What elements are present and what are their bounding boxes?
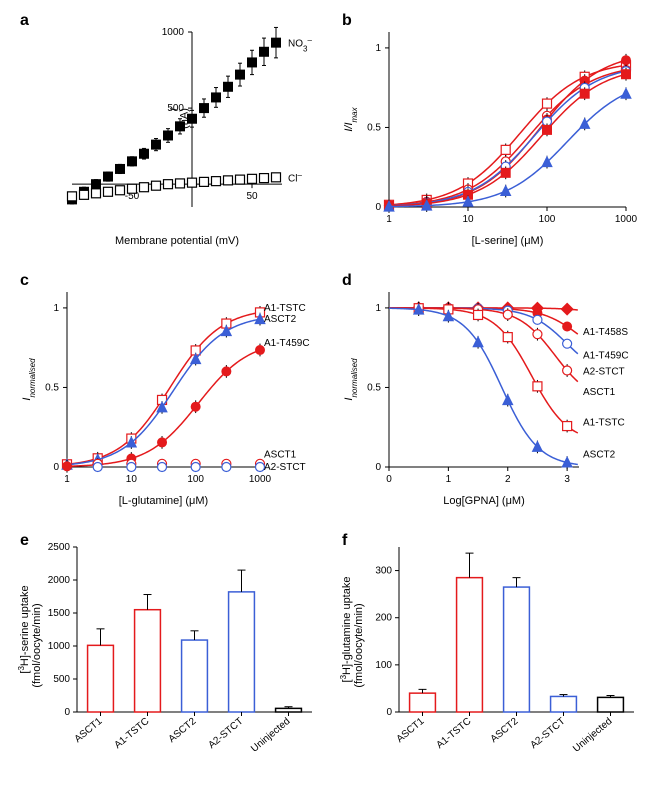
svg-text:[3H]-glutamine uptake(fmol/ooc: [3H]-glutamine uptake(fmol/oocyte/min) [339, 577, 366, 688]
svg-text:A1-T458S: A1-T458S [583, 327, 628, 338]
svg-text:0.5: 0.5 [45, 382, 59, 393]
panel-d: d 0 1 2 3 0 0.5 1 Inormalised Log[GPNA] (μM) A1-T… [334, 272, 646, 522]
chart-b: 1 10 100 1000 0 0.5 1 I/Imax [L-serine] (μM) [334, 12, 644, 252]
panel-a-label: a [20, 12, 29, 30]
panel-f: f 0 100 200 300 [3H]-glutamine uptake(fmol/o… [334, 532, 646, 782]
svg-text:0.5: 0.5 [367, 382, 381, 393]
svg-text:2000: 2000 [48, 575, 71, 586]
svg-text:A1-TSTC: A1-TSTC [583, 417, 625, 428]
svg-text:ASCT2: ASCT2 [264, 314, 297, 325]
svg-text:A1-TSTC: A1-TSTC [112, 716, 151, 751]
panel-e: e 0 500 1000 1500 2000 2500 [3H]-serine uptake… [12, 532, 324, 782]
svg-text:1000: 1000 [162, 27, 185, 38]
svg-text:1: 1 [375, 303, 381, 314]
svg-text:Inormalised: Inormalised [21, 358, 37, 401]
chart-a: -50505001000I(nA)Membrane potential (mV)… [12, 12, 322, 252]
chart-e: 0 500 1000 1500 2000 2500 [3H]-serine uptake(f… [12, 532, 322, 782]
svg-text:A2-STCT: A2-STCT [206, 716, 245, 751]
svg-text:NO3–: NO3– [288, 35, 312, 53]
svg-text:2: 2 [505, 474, 511, 485]
svg-text:2500: 2500 [48, 542, 71, 553]
svg-text:A1-T459C: A1-T459C [264, 338, 310, 349]
svg-text:50: 50 [246, 191, 258, 202]
svg-text:1: 1 [375, 43, 381, 54]
svg-text:0: 0 [375, 462, 381, 473]
svg-text:ASCT1: ASCT1 [73, 716, 105, 745]
panel-c: c 1 10 100 1000 0 0.5 1 Inormalised [L-glutamine… [12, 272, 324, 522]
svg-text:ASCT1: ASCT1 [264, 449, 297, 460]
svg-text:ASCT2: ASCT2 [489, 716, 521, 745]
svg-text:200: 200 [375, 613, 392, 624]
svg-text:A1-TSTC: A1-TSTC [264, 303, 306, 314]
chart-c: 1 10 100 1000 0 0.5 1 Inormalised [L-glutamine] … [12, 272, 322, 512]
svg-text:Cl–: Cl– [288, 170, 302, 185]
svg-text:0.5: 0.5 [367, 122, 381, 133]
svg-text:[3H]-serine uptake(fmol/oocyte: [3H]-serine uptake(fmol/oocyte/min) [17, 585, 44, 687]
panel-e-label: e [20, 532, 29, 550]
svg-text:ASCT2: ASCT2 [167, 716, 199, 745]
panel-c-label: c [20, 272, 29, 290]
svg-text:100: 100 [187, 474, 204, 485]
svg-text:100: 100 [539, 214, 556, 225]
svg-text:A2-STCT: A2-STCT [528, 716, 567, 751]
svg-text:Uninjected: Uninjected [249, 716, 292, 755]
svg-text:[L-serine] (μM): [L-serine] (μM) [472, 235, 544, 247]
panel-a: a -50505001000I(nA)Membrane potential (m… [12, 12, 324, 262]
svg-text:Uninjected: Uninjected [571, 716, 614, 755]
svg-text:A1-T459C: A1-T459C [583, 351, 629, 362]
chart-f: 0 100 200 300 [3H]-glutamine uptake(fmol/ooc… [334, 532, 644, 782]
svg-text:1: 1 [386, 214, 392, 225]
svg-text:1500: 1500 [48, 608, 71, 619]
svg-text:ASCT2: ASCT2 [583, 449, 616, 460]
svg-text:[L-glutamine] (μM): [L-glutamine] (μM) [119, 495, 208, 507]
svg-text:I/Imax: I/Imax [343, 106, 359, 131]
svg-text:0: 0 [53, 462, 59, 473]
svg-text:A1-TSTC: A1-TSTC [434, 716, 473, 751]
svg-text:ASCT1: ASCT1 [583, 387, 616, 398]
svg-text:100: 100 [375, 660, 392, 671]
svg-text:1000: 1000 [615, 214, 638, 225]
svg-text:0: 0 [386, 474, 392, 485]
svg-text:A2-STCT: A2-STCT [583, 367, 625, 378]
panel-f-label: f [342, 532, 347, 550]
svg-text:500: 500 [53, 674, 70, 685]
svg-text:10: 10 [462, 214, 474, 225]
panel-d-label: d [342, 272, 352, 290]
svg-text:1000: 1000 [48, 641, 71, 652]
svg-text:1: 1 [446, 474, 452, 485]
svg-text:1: 1 [53, 303, 59, 314]
svg-text:Inormalised: Inormalised [343, 358, 359, 401]
svg-text:0: 0 [375, 202, 381, 213]
figure-grid: a -50505001000I(nA)Membrane potential (m… [12, 12, 646, 782]
svg-text:1: 1 [64, 474, 70, 485]
svg-text:10: 10 [126, 474, 138, 485]
svg-text:A2-STCT: A2-STCT [264, 462, 306, 473]
svg-text:0: 0 [386, 707, 392, 718]
svg-text:0: 0 [64, 707, 70, 718]
panel-b-label: b [342, 12, 352, 30]
svg-text:ASCT1: ASCT1 [395, 716, 427, 745]
svg-text:1000: 1000 [249, 474, 272, 485]
svg-text:Membrane potential (mV): Membrane potential (mV) [115, 235, 239, 247]
svg-text:Log[GPNA] (μM): Log[GPNA] (μM) [443, 495, 525, 507]
chart-d: 0 1 2 3 0 0.5 1 Inormalised Log[GPNA] (μM) A1-T45… [334, 272, 644, 512]
svg-text:300: 300 [375, 566, 392, 577]
panel-b: b 1 10 100 1000 0 0.5 1 I/Imax [L-serine] (μM) [334, 12, 646, 262]
svg-text:3: 3 [564, 474, 570, 485]
